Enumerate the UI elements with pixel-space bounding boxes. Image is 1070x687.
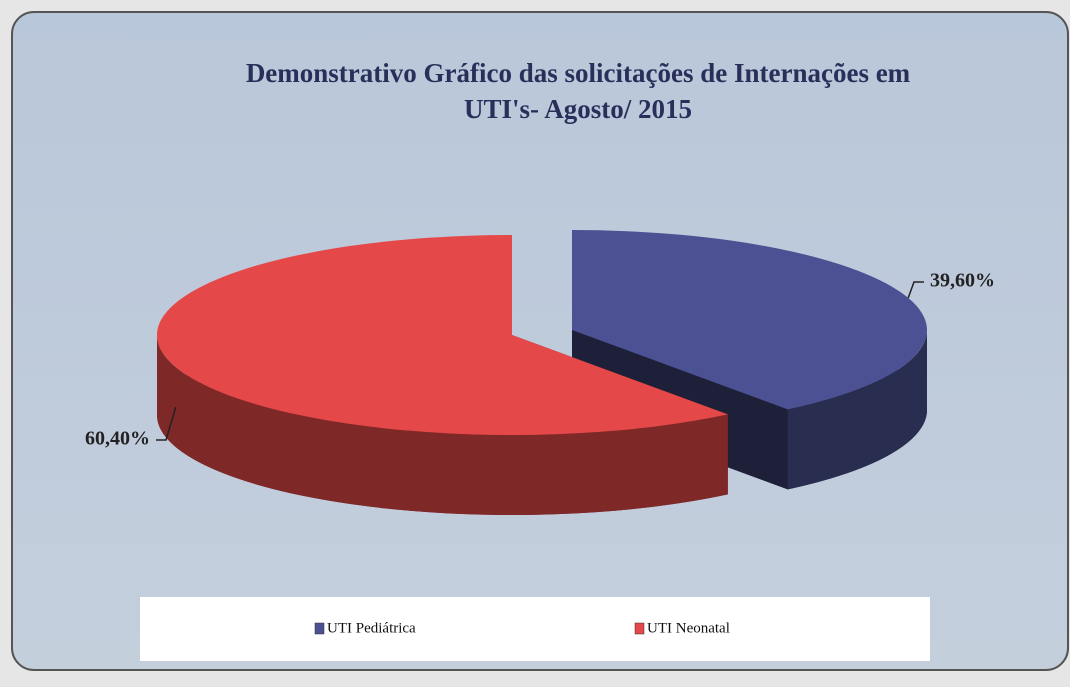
legend-swatch — [314, 622, 325, 635]
slice-side — [787, 330, 927, 490]
legend-box — [140, 597, 930, 661]
data-label: 39,60% — [930, 270, 995, 292]
chart-panel — [11, 11, 1069, 671]
legend-swatch — [634, 622, 645, 635]
slice — [572, 230, 927, 410]
chart-title: UTI's- Agosto/ 2015 — [464, 94, 692, 124]
leader-line — [907, 281, 924, 299]
chart-title: Demonstrativo Gráfico das solicitações d… — [246, 58, 911, 88]
legend-label: UTI Neonatal — [647, 620, 730, 636]
slice — [157, 235, 728, 435]
data-label: 60,40% — [85, 428, 150, 450]
slice-side — [157, 335, 728, 515]
leader-line — [156, 406, 177, 441]
legend-label: UTI Pediátrica — [327, 620, 416, 636]
